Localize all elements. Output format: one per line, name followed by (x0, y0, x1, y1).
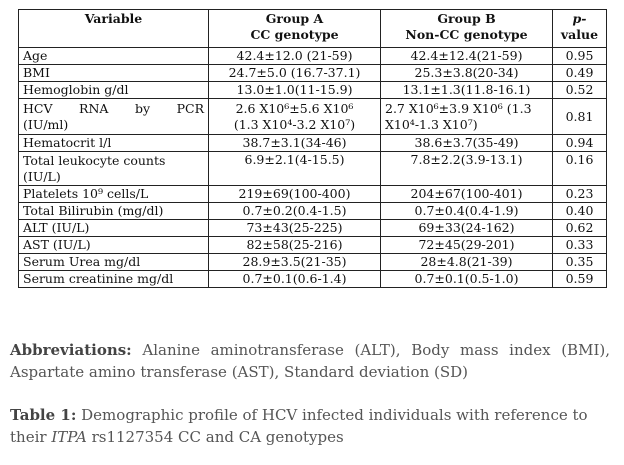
cell-variable-line1: Total leukocyte counts (23, 152, 166, 168)
table-row: Total Bilirubin (mg/dl) 0.7±0.2(0.4-1.5)… (18, 202, 607, 220)
table-caption-text-end: rs1127354 CC and CA genotypes (91, 428, 344, 446)
table-row: Hemoglobin g/dl 13.0±1.0(11-15.9) 13.1±1… (18, 81, 607, 99)
cell-group-b: 204±67(100-401) (380, 185, 553, 203)
cell-group-b: 13.1±1.3(11.8-16.1) (380, 81, 553, 99)
cell-group-a: 24.7±5.0 (16.7-37.1) (208, 64, 381, 82)
cell-p-value: 0.81 (552, 98, 607, 135)
cell-group-b-line1: 2.7 X10⁶±3.9 X10⁶ (1.3 (385, 100, 532, 116)
cell-group-b: 0.7±0.1(0.5-1.0) (380, 270, 553, 288)
header-group-b: Group B Non-CC genotype (380, 9, 553, 48)
cell-variable-line2: (IU/L) (23, 168, 61, 184)
table-caption-label: Table 1: (10, 406, 77, 424)
cell-group-b: 72±45(29-201) (380, 236, 553, 254)
table-header-row: Variable Group A CC genotype Group B Non… (18, 9, 607, 48)
cell-group-a-line2: (1.3 X10⁴-3.2 X10⁷) (233, 116, 356, 132)
cell-variable: Hemoglobin g/dl (18, 81, 209, 99)
table-row: Hematocrit l/l 38.7±3.1(34-46) 38.6±3.7(… (18, 134, 607, 152)
cell-group-a: 13.0±1.0(11-15.9) (208, 81, 381, 99)
cell-p-value: 0.59 (552, 270, 607, 288)
abbreviations-label: Abbreviations: (10, 341, 132, 359)
cell-p-value: 0.94 (552, 134, 607, 152)
table-row: Serum Urea mg/dl 28.9±3.5(21-35) 28±4.8(… (18, 253, 607, 271)
cell-group-b: 28±4.8(21-39) (380, 253, 553, 271)
cell-variable-line1: HCV RNA by PCR (23, 100, 204, 116)
cell-variable: Serum Urea mg/dl (18, 253, 209, 271)
cell-group-b: 2.7 X10⁶±3.9 X10⁶ (1.3 X10⁴-1.3 X10⁷) (380, 98, 553, 135)
header-p-value: p- value (552, 9, 607, 48)
cell-group-b-line2: X10⁴-1.3 X10⁷) (385, 116, 478, 132)
cell-group-a: 2.6 X10⁶±5.6 X10⁶ (1.3 X10⁴-3.2 X10⁷) (208, 98, 381, 135)
cell-variable: Serum creatinine mg/dl (18, 270, 209, 288)
header-group-a: Group A CC genotype (208, 9, 381, 48)
cell-group-b: 42.4±12.4(21-59) (380, 47, 553, 65)
cell-group-a: 6.9±2.1(4-15.5) (208, 151, 381, 186)
cell-p-value: 0.52 (552, 81, 607, 99)
cell-p-value: 0.62 (552, 219, 607, 237)
header-variable: Variable (18, 9, 209, 48)
table-row: Serum creatinine mg/dl 0.7±0.1(0.6-1.4) … (18, 270, 607, 288)
cell-group-a-line1: 2.6 X10⁶±5.6 X10⁶ (235, 100, 354, 116)
cell-variable: Total leukocyte counts (IU/L) (18, 151, 209, 186)
cell-variable: ALT (IU/L) (18, 219, 209, 237)
cell-group-a: 73±43(25-225) (208, 219, 381, 237)
cell-group-a: 42.4±12.0 (21-59) (208, 47, 381, 65)
table-caption: Table 1: Demographic profile of HCV infe… (10, 404, 610, 448)
cell-p-value: 0.49 (552, 64, 607, 82)
cell-group-b: 7.8±2.2(3.9-13.1) (380, 151, 553, 186)
cell-group-a: 0.7±0.1(0.6-1.4) (208, 270, 381, 288)
abbreviations-note: Abbreviations: Alanine aminotransferase … (10, 339, 610, 383)
cell-group-b: 69±33(24-162) (380, 219, 553, 237)
cell-variable: Total Bilirubin (mg/dl) (18, 202, 209, 220)
cell-group-b: 25.3±3.8(20-34) (380, 64, 553, 82)
cell-group-a: 28.9±3.5(21-35) (208, 253, 381, 271)
cell-group-a: 38.7±3.1(34-46) (208, 134, 381, 152)
cell-group-a: 82±58(25-216) (208, 236, 381, 254)
table-row: Total leukocyte counts (IU/L) 6.9±2.1(4-… (18, 151, 607, 186)
table-row: Age 42.4±12.0 (21-59) 42.4±12.4(21-59) 0… (18, 47, 607, 65)
abbreviations-text: Alanine aminotransferase (ALT), Body mas… (10, 341, 610, 381)
cell-variable: AST (IU/L) (18, 236, 209, 254)
cell-variable: Age (18, 47, 209, 65)
cell-variable: Hematocrit l/l (18, 134, 209, 152)
cell-group-b: 0.7±0.4(0.4-1.9) (380, 202, 553, 220)
cell-p-value: 0.23 (552, 185, 607, 203)
table-row: HCV RNA by PCR (IU/ml) 2.6 X10⁶±5.6 X10⁶… (18, 98, 607, 135)
cell-variable-line2: (IU/ml) (23, 116, 69, 132)
demographic-table: Variable Group A CC genotype Group B Non… (18, 9, 607, 288)
cell-group-a: 219±69(100-400) (208, 185, 381, 203)
table-row: ALT (IU/L) 73±43(25-225) 69±33(24-162) 0… (18, 219, 607, 237)
table-row: AST (IU/L) 82±58(25-216) 72±45(29-201) 0… (18, 236, 607, 254)
cell-variable: HCV RNA by PCR (IU/ml) (18, 98, 209, 135)
cell-group-b: 38.6±3.7(35-49) (380, 134, 553, 152)
cell-group-a: 0.7±0.2(0.4-1.5) (208, 202, 381, 220)
cell-p-value: 0.16 (552, 151, 607, 186)
table-caption-text: Demographic profile of HCV infected indi… (10, 406, 588, 446)
cell-p-value: 0.40 (552, 202, 607, 220)
table-row: Platelets 10⁹ cells/L 219±69(100-400) 20… (18, 185, 607, 203)
cell-p-value: 0.95 (552, 47, 607, 65)
table-row: BMI 24.7±5.0 (16.7-37.1) 25.3±3.8(20-34)… (18, 64, 607, 82)
cell-p-value: 0.33 (552, 236, 607, 254)
cell-p-value: 0.35 (552, 253, 607, 271)
cell-variable: Platelets 10⁹ cells/L (18, 185, 209, 203)
cell-variable: BMI (18, 64, 209, 82)
table-caption-gene: ITPA (51, 428, 87, 446)
